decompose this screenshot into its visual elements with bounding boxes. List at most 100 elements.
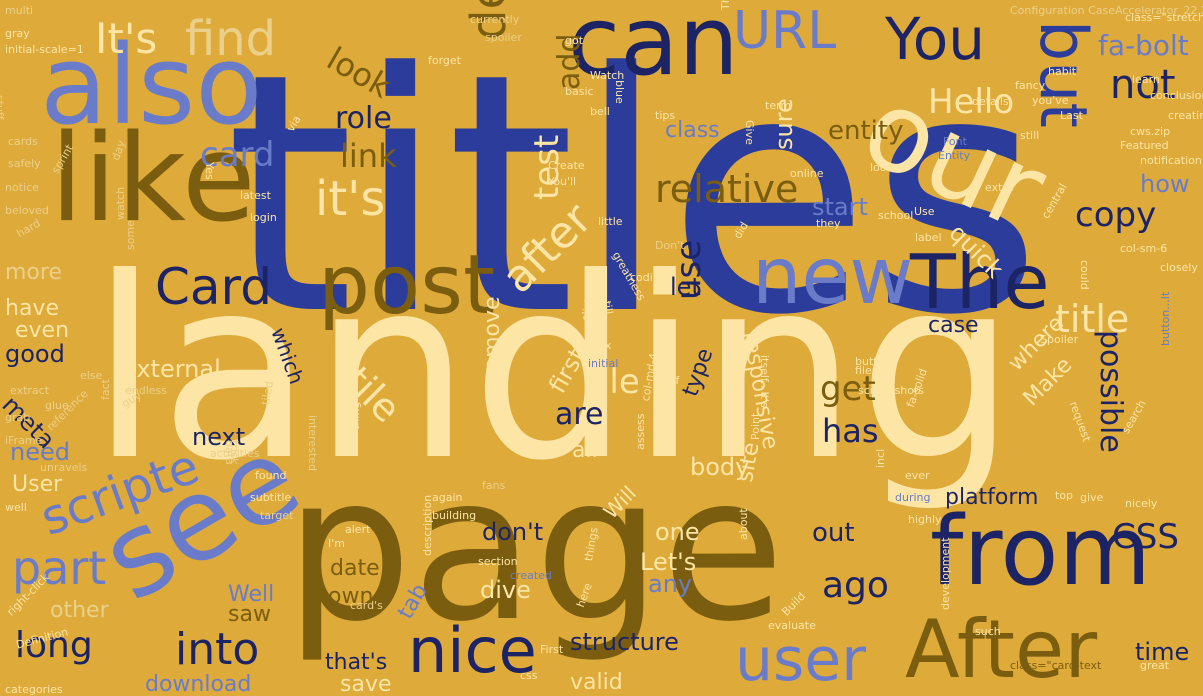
cloud-word: need <box>10 438 70 466</box>
cloud-word: building <box>432 509 477 522</box>
cloud-word: hard <box>14 216 43 241</box>
cloud-word: landing <box>90 224 1017 515</box>
cloud-word: own <box>328 584 374 609</box>
cloud-word: again <box>432 491 463 504</box>
cloud-word: extract <box>10 384 50 397</box>
cloud-word: some <box>124 220 137 250</box>
cloud-word: good <box>5 340 65 368</box>
cloud-word: forget <box>428 54 461 67</box>
cloud-word: endless <box>125 384 168 397</box>
cloud-word: little <box>598 215 623 228</box>
cloud-word: initial-scale=1 <box>5 43 84 56</box>
cloud-word: fact <box>99 379 112 400</box>
cloud-word: It's <box>95 14 158 63</box>
cloud-word: assess <box>634 413 647 450</box>
cloud-word: creating <box>1168 109 1203 122</box>
cloud-word: beloved <box>5 204 49 217</box>
cloud-word: card's <box>350 599 383 612</box>
cloud-word: Don't <box>655 239 685 252</box>
cloud-word: button...It <box>1159 291 1172 346</box>
cloud-word: learn <box>1132 73 1160 86</box>
cloud-word: out <box>812 518 855 548</box>
cloud-word: start <box>812 193 868 221</box>
cloud-word: You <box>885 5 985 73</box>
cloud-word: closely <box>1160 261 1198 274</box>
cloud-word: like <box>50 110 256 249</box>
cloud-word: copy <box>1075 195 1157 235</box>
cloud-word: case <box>928 313 979 338</box>
cloud-word: such <box>975 625 1001 638</box>
cloud-word: into <box>175 624 260 675</box>
cloud-word: ever <box>905 469 930 482</box>
cloud-word: alert <box>345 523 371 536</box>
cloud-word: cards <box>8 135 38 148</box>
cloud-word: external <box>122 355 221 383</box>
cloud-word: subtitle <box>250 491 292 504</box>
cloud-word: trick <box>228 440 241 465</box>
cloud-word: saw <box>228 602 271 627</box>
cloud-word: class="card-text <box>1010 659 1102 672</box>
cloud-word: found <box>255 469 287 482</box>
cloud-word: itself...It's <box>758 355 771 408</box>
cloud-word: school <box>878 209 914 222</box>
cloud-word: more <box>5 260 62 285</box>
cloud-word: you've <box>1032 94 1069 107</box>
cloud-word: let <box>670 273 701 301</box>
cloud-word: glue <box>45 399 69 412</box>
cloud-word: activities <box>210 447 260 460</box>
cloud-word: find <box>185 11 277 67</box>
cloud-word: notice <box>5 181 39 194</box>
cloud-word: multi <box>5 4 34 17</box>
cloud-word: label <box>915 231 942 244</box>
cloud-word: are <box>555 397 604 432</box>
cloud-word: interested <box>306 415 319 471</box>
cloud-word: conclusion <box>1150 89 1203 102</box>
cloud-word: user <box>735 625 866 695</box>
cloud-word: safely <box>8 157 41 170</box>
cloud-word: all <box>572 438 598 463</box>
cloud-word: titles <box>225 3 1043 387</box>
cloud-word: notification <box>1140 154 1202 167</box>
cloud-word: categories <box>5 683 63 696</box>
cloud-word: possible <box>1093 330 1128 453</box>
cloud-word: created <box>510 569 552 582</box>
cloud-word: Yes <box>203 162 216 180</box>
cloud-word: long <box>15 625 93 666</box>
cloud-word: dive <box>480 576 531 604</box>
cloud-word: one <box>655 518 700 546</box>
cloud-word: nice <box>408 614 537 687</box>
cloud-word: fancy <box>1015 79 1046 92</box>
cloud-word: I'm <box>328 537 345 550</box>
cloud-word: else <box>80 369 103 382</box>
cloud-word: fix <box>598 339 612 352</box>
cloud-word: download <box>145 672 252 696</box>
cloud-word: currently <box>470 13 520 26</box>
cloud-word: col-sm-6 <box>1120 242 1168 255</box>
cloud-word: how <box>1140 170 1190 198</box>
cloud-word: fa-bolt <box>1098 29 1189 62</box>
cloud-word: iFrame <box>5 434 43 447</box>
cloud-word: extra <box>985 181 1014 194</box>
cloud-word: watch <box>114 186 127 220</box>
cloud-word: cws.zip <box>1130 125 1171 138</box>
cloud-word: spoiler <box>485 31 522 44</box>
cloud-word: also <box>40 21 263 149</box>
cloud-word: file <box>588 362 640 402</box>
cloud-word: any <box>648 570 693 598</box>
cloud-word: tips <box>655 109 676 122</box>
cloud-word: hit <box>658 346 673 359</box>
cloud-word: files <box>855 364 878 377</box>
cloud-word: nicely <box>1125 497 1158 510</box>
cloud-word: button <box>855 355 892 368</box>
cloud-word: get <box>820 369 876 409</box>
cloud-word: habit <box>1048 65 1077 78</box>
cloud-word: Use <box>914 205 935 218</box>
cloud-word: post <box>318 238 496 333</box>
cloud-word: great <box>1140 659 1170 672</box>
cloud-word: grab <box>5 411 31 424</box>
cloud-word: incl <box>874 448 887 468</box>
cloud-word: Card <box>155 258 272 316</box>
cloud-word: from <box>930 497 1152 607</box>
cloud-word: Spoiler <box>1040 333 1079 346</box>
